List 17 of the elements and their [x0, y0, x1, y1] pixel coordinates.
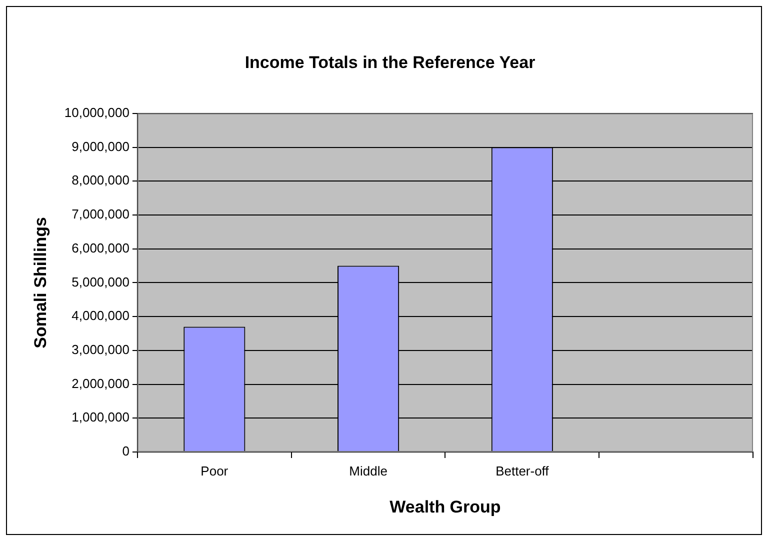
- y-tick-label: 4,000,000: [72, 308, 130, 324]
- y-tick-label: 9,000,000: [72, 138, 130, 154]
- y-tick-label: 5,000,000: [72, 274, 130, 290]
- y-tick-label: 1,000,000: [72, 410, 130, 425]
- y-tick-label: 7,000,000: [72, 206, 130, 222]
- y-axis-title: Somali Shillings: [30, 217, 50, 348]
- chart-title: Income Totals in the Reference Year: [244, 52, 536, 72]
- x-tick-label: Better-off: [496, 463, 550, 478]
- x-tick-label: Poor: [200, 463, 229, 478]
- y-tick-label: 0: [122, 444, 130, 459]
- y-tick-label: 2,000,000: [72, 376, 130, 391]
- y-tick-label: 6,000,000: [72, 240, 130, 256]
- y-tick-label: 3,000,000: [72, 342, 130, 357]
- y-tick-label: 10,000,000: [64, 104, 130, 120]
- x-axis-title: Wealth Group: [390, 497, 501, 516]
- y-tick-label: 8,000,000: [72, 172, 130, 188]
- x-tick-label: Middle: [349, 463, 388, 478]
